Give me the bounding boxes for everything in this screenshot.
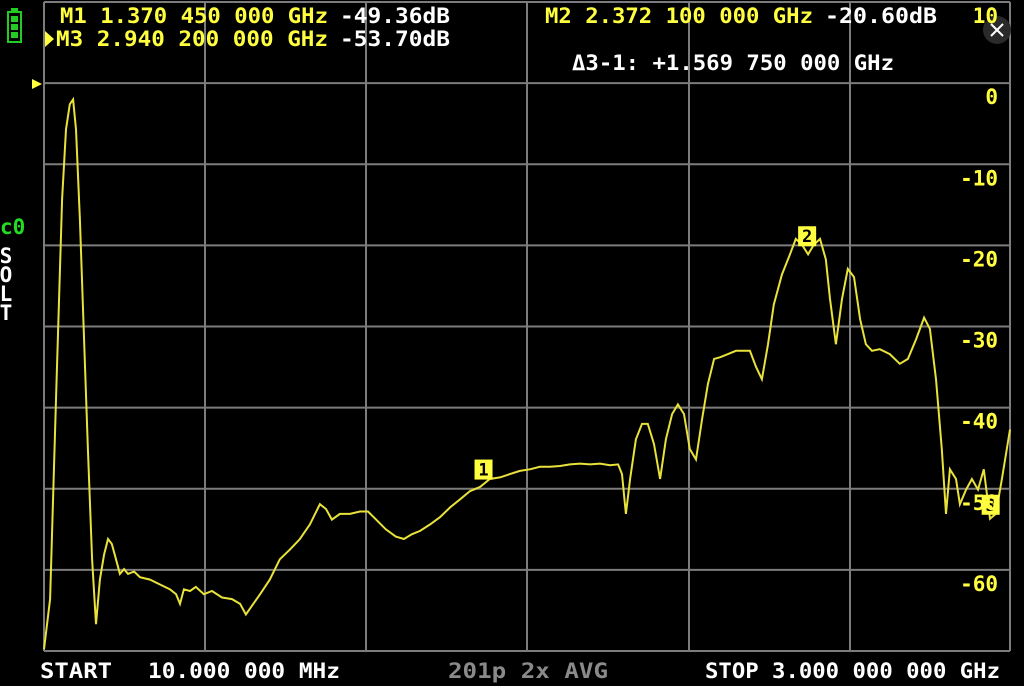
y-tick-label: -60: [960, 572, 998, 596]
battery-cap: [11, 8, 18, 12]
y-tick-label: -20: [960, 247, 998, 271]
close-button[interactable]: [983, 16, 1011, 44]
reference-marker: [32, 79, 42, 89]
calibration-label: SOLT: [0, 244, 18, 320]
stop-frequency: STOP 3.000 000 000 GHz: [705, 659, 1000, 683]
y-tick-label: -10: [960, 166, 998, 190]
y-tick-label: 0: [985, 85, 998, 109]
marker-readout-value: -49.36dB: [340, 4, 450, 28]
marker-label: 3: [986, 496, 996, 516]
battery-bar: [11, 24, 18, 30]
marker-label: 1: [478, 461, 488, 481]
close-icon[interactable]: [990, 23, 1004, 37]
battery-bar: [11, 32, 18, 38]
plot: 1 2 3: [43, 1, 1011, 650]
y-tick-label: -30: [960, 329, 998, 353]
battery-icon: [7, 8, 22, 43]
start-label: START: [40, 659, 112, 683]
delta-readout: Δ3-1: +1.569 750 000 GHz: [572, 51, 894, 75]
start-frequency: 10.000 000 MHz: [148, 659, 340, 683]
marker: 1: [474, 459, 493, 481]
marker: 3: [981, 494, 1000, 516]
marker-readout-label: M3 2.940 200 000 GHz: [56, 27, 328, 51]
marker-box: [981, 494, 1000, 515]
marker-box: [798, 226, 817, 247]
marker-readout-label: M1 1.370 450 000 GHz: [60, 4, 328, 28]
active-marker-arrow: [45, 31, 54, 47]
y-tick-label: 10: [973, 4, 998, 28]
marker-readout-label: M2 2.372 100 000 GHz: [545, 4, 813, 28]
y-tick-label: -40: [960, 410, 998, 434]
marker-box: [474, 459, 493, 480]
sweep-info: 201p 2x AVG: [448, 659, 608, 683]
battery-bar: [11, 16, 18, 22]
marker-readout-value: -53.70dB: [340, 27, 450, 51]
trace: [43, 96, 1011, 650]
channel-label: c0: [0, 215, 25, 239]
y-tick-label: -50: [960, 491, 998, 515]
marker-label: 2: [802, 227, 812, 247]
marker: 2: [798, 226, 817, 247]
marker-readout-value: -20.60dB: [825, 4, 937, 28]
